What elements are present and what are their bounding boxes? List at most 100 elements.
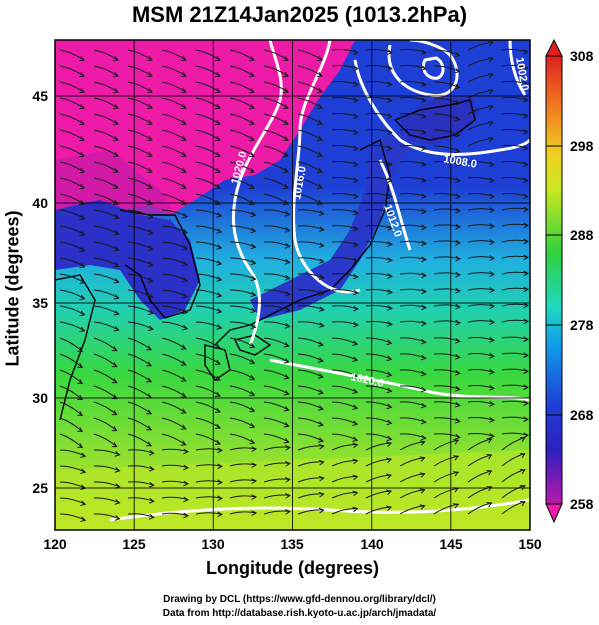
streamline-arrowhead [489,401,495,407]
streamline-arrowhead [77,410,84,417]
streamline-arrowhead [78,135,85,142]
colorbar-tick-268: 268 [570,407,594,423]
streamline-arrowhead [386,371,393,378]
streamline-arrowhead [78,87,85,94]
streamline-arrowhead [316,55,323,62]
streamline [263,321,290,328]
streamline [195,512,223,515]
streamline-arrowhead [147,261,154,267]
streamline [365,442,392,451]
streamline-arrowhead [282,167,289,174]
streamline-arrowhead [387,193,393,200]
streamline-arrowhead [387,113,393,120]
streamline-arrowhead [454,67,461,74]
streamline-arrowhead [519,501,526,507]
streamline-arrowhead [317,357,324,363]
streamline [297,445,324,451]
streamline-arrowhead [353,193,359,200]
streamline [365,401,392,408]
streamline-arrowhead [249,358,256,365]
streamline-arrowhead [217,479,224,486]
streamline-arrowhead [316,167,323,174]
streamline [93,65,119,77]
streamline-arrowhead [214,103,221,110]
streamline-arrowhead [454,385,461,392]
streamline [433,224,461,228]
streamline [501,161,529,166]
streamline [93,337,118,352]
streamline-arrowhead [282,151,289,158]
streamline-arrowhead [455,319,462,326]
streamline [399,208,427,213]
streamline [263,494,290,499]
streamline-arrowhead [283,438,290,444]
streamline [229,273,256,280]
streamline [467,161,495,166]
streamline-arrowhead [419,488,426,494]
streamline-arrowhead [386,435,393,442]
streamline-arrowhead [250,211,257,218]
streamline [229,129,255,141]
streamline [195,161,221,173]
streamline-arrowhead [523,416,530,422]
streamline [467,256,495,259]
streamline [399,161,427,166]
streamline [331,129,359,134]
streamline [93,257,119,267]
streamline [263,369,289,379]
streamline [365,272,393,277]
x-tick-145: 145 [439,536,463,552]
streamline [433,113,460,120]
streamline [93,449,120,456]
streamline [127,97,153,109]
streamline-arrowhead [387,241,393,247]
streamline [161,257,188,266]
streamline [59,161,85,173]
streamline-arrowhead [112,199,119,206]
streamline [297,289,324,295]
streamline-arrowhead [487,56,494,63]
streamline [127,241,154,250]
streamline-arrowhead [250,259,257,266]
streamline-arrowhead [421,81,427,88]
streamline-arrowhead [112,103,119,110]
streamline-arrowhead [486,502,493,508]
streamline [501,303,529,307]
streamline-arrowhead [78,183,85,190]
streamline [433,65,460,72]
colorbar-tick-308: 308 [570,48,594,64]
map-title: MSM 21Z14Jan2025 (1013.2hPa) [131,2,468,27]
streamline [467,368,495,373]
streamline-arrowhead [352,372,359,378]
streamline [365,288,393,293]
streamline-arrowhead [78,55,85,62]
streamline-arrowhead [489,303,496,309]
streamline [365,129,393,134]
streamline [297,257,324,263]
streamline-arrowhead [183,464,189,471]
y-tick-30: 30 [32,390,48,406]
streamline-arrowhead [250,323,257,330]
streamline [399,304,427,309]
streamline [433,240,461,244]
streamline-arrowhead [79,214,86,221]
streamline [331,385,358,393]
streamline [93,401,118,416]
streamline-arrowhead [112,87,119,94]
streamline-arrowhead [180,344,187,350]
streamline [229,49,255,61]
streamline [331,353,358,361]
streamline-arrowhead [523,368,530,374]
streamline-arrowhead [182,292,189,299]
streamline [161,209,188,218]
streamline [229,81,255,93]
streamline [229,479,257,483]
streamline-arrowhead [77,378,84,385]
streamline [195,273,222,281]
streamline [365,506,392,515]
streamline-arrowhead [489,287,496,293]
streamline-arrowhead [147,325,154,331]
streamline-arrowhead [183,448,189,455]
streamline [331,337,358,345]
streamline-arrowhead [285,493,291,499]
